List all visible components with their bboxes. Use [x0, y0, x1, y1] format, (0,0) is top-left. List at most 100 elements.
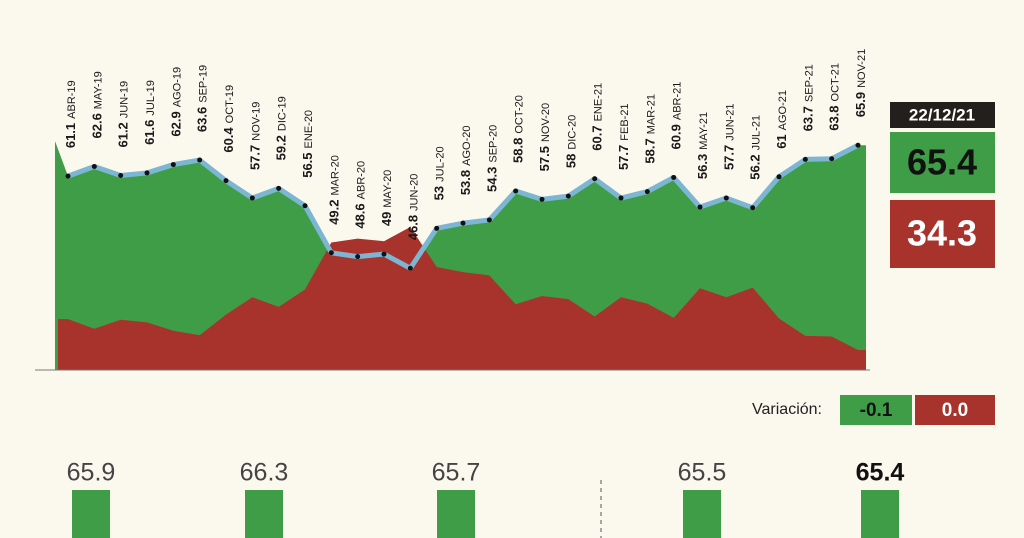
point-label: 60.4 OCT-19: [221, 85, 236, 153]
value-label: 53: [432, 186, 447, 200]
category-label: JUN-21: [724, 103, 736, 140]
point-label: 53 JUL-20: [432, 146, 447, 200]
disapproval-box: [890, 200, 995, 268]
point: [91, 163, 97, 169]
category-label: NOV-19: [250, 102, 262, 141]
point: [592, 176, 598, 182]
point: [644, 189, 650, 195]
point-label: 59.2 DIC-19: [274, 96, 289, 160]
point: [802, 156, 808, 162]
value-label: 57.7: [248, 145, 263, 170]
category-label: JUL-19: [145, 80, 157, 115]
disapproval-value: 34.3: [907, 213, 977, 254]
value-label: 57.7: [616, 145, 631, 170]
value-label: 61.2: [116, 122, 131, 147]
comparison-bar: [683, 490, 721, 538]
point: [539, 196, 545, 202]
point: [434, 225, 440, 231]
point: [65, 173, 71, 179]
point-label: 63.6 SEP-19: [195, 65, 210, 132]
comparison-value: 66.3: [240, 459, 289, 487]
variation-box: [915, 395, 995, 425]
value-label: 63.6: [195, 107, 210, 132]
category-label: OCT-21: [830, 63, 842, 102]
point: [829, 156, 835, 162]
point: [855, 142, 861, 148]
category-label: MAY-19: [92, 71, 104, 109]
point-label: 63.8 OCT-21: [827, 63, 842, 131]
category-label: DIC-20: [566, 115, 578, 150]
value-label: 63.7: [801, 106, 816, 131]
point: [513, 188, 519, 194]
point-label: 60.7 ENE-21: [590, 83, 605, 151]
value-label: 56.5: [300, 152, 315, 177]
approval-box: [890, 132, 995, 193]
comparison-value: 65.9: [67, 459, 116, 487]
point: [671, 174, 677, 180]
category-label: JUL-21: [751, 115, 763, 150]
point-label: 57.5 NOV-20: [537, 103, 552, 171]
point-label: 61 AGO-21: [774, 90, 789, 149]
category-label: AGO-21: [777, 90, 789, 130]
point-label: 62.9 AGO-19: [169, 67, 184, 137]
point: [381, 251, 387, 257]
variation-value: -0.1: [860, 400, 893, 421]
category-label: NOV-20: [540, 103, 552, 142]
value-label: 49.2: [327, 199, 342, 224]
disapproval-area: [58, 227, 866, 370]
category-label: OCT-19: [224, 85, 236, 124]
point: [486, 217, 492, 223]
value-label: 56.3: [695, 154, 710, 179]
point: [697, 204, 703, 210]
category-label: MAY-21: [698, 112, 710, 150]
point-label: 63.7 SEP-21: [801, 64, 816, 131]
variation-value: 0.0: [942, 400, 968, 421]
comparison-bar: [245, 490, 283, 538]
category-label: JUN-20: [408, 174, 420, 211]
category-label: JUL-20: [435, 146, 447, 181]
point-label: 58 DIC-20: [564, 115, 579, 168]
point: [223, 178, 229, 184]
point-label: 57.7 JUN-21: [722, 103, 737, 170]
point-label: 48.6 ABR-20: [353, 161, 368, 229]
point-label: 61.2 JUN-19: [116, 81, 131, 148]
point: [118, 173, 124, 179]
value-label: 61: [774, 134, 789, 148]
value-label: 57.7: [722, 145, 737, 170]
value-label: 48.6: [353, 203, 368, 228]
category-label: JUN-19: [119, 81, 131, 118]
category-label: SEP-20: [487, 125, 499, 163]
value-label: 58.8: [511, 138, 526, 163]
value-label: 60.7: [590, 125, 605, 150]
point-label: 49.2 MAR-20: [327, 155, 342, 225]
category-label: MAR-21: [645, 94, 657, 134]
value-label: 56.2: [748, 154, 763, 179]
value-label: 46.8: [406, 215, 421, 240]
point-label: 56.2 JUL-21: [748, 115, 763, 180]
point-label: 53.8 AGO-20: [458, 125, 473, 195]
category-label: ABR-21: [672, 82, 684, 121]
point-label: 58.8 OCT-20: [511, 95, 526, 163]
category-label: ENE-21: [593, 83, 605, 122]
point-label: 49 MAY-20: [379, 170, 394, 226]
point-label: 65.9 NOV-21: [853, 49, 868, 117]
point-label: 58.7 MAR-21: [643, 94, 658, 164]
category-label: AGO-20: [461, 125, 473, 165]
comparison-value: 65.7: [432, 459, 481, 487]
category-label: AGO-19: [171, 67, 183, 107]
point: [618, 195, 624, 201]
category-label: OCT-20: [514, 95, 526, 134]
value-label: 49: [379, 212, 394, 226]
point: [276, 185, 282, 191]
point-label: 57.7 NOV-19: [248, 102, 263, 170]
category-label: FEB-21: [619, 103, 631, 140]
point-label: 61.1 ABR-19: [63, 80, 78, 148]
category-label: ABR-19: [66, 80, 78, 119]
variation-label: Variación:: [752, 401, 822, 418]
point: [776, 174, 782, 180]
point: [249, 195, 255, 201]
approval-value: 65.4: [907, 142, 977, 183]
value-label: 53.8: [458, 170, 473, 195]
value-label: 57.5: [537, 146, 552, 171]
point: [170, 162, 176, 168]
